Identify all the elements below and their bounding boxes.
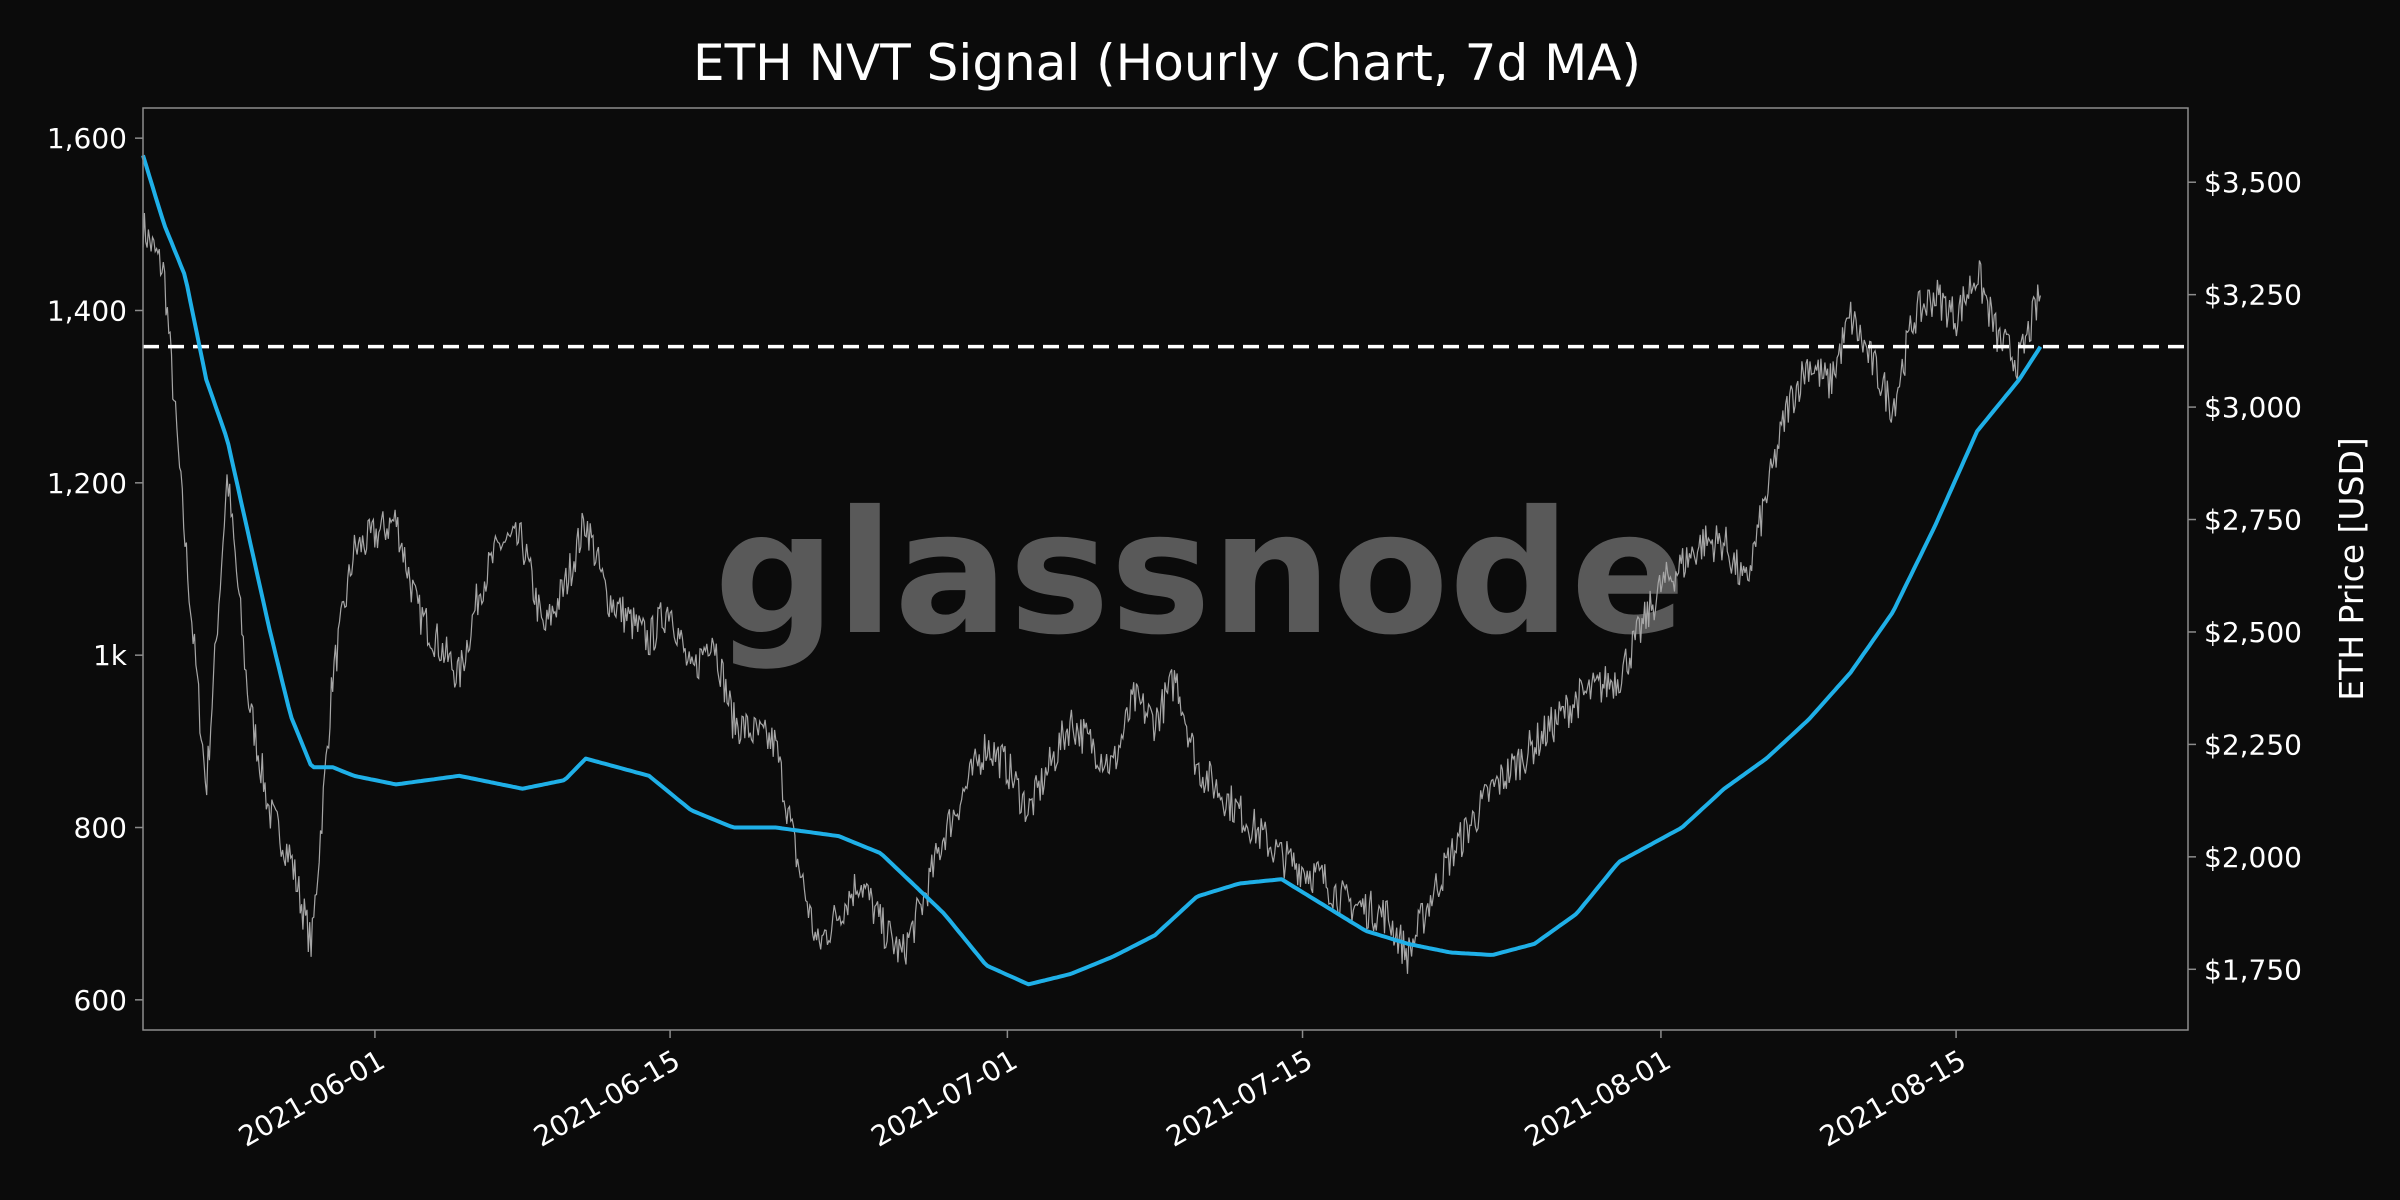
y-right-tick-label: $2,250 [2204, 728, 2302, 761]
y-right-tick-label: $3,000 [2204, 391, 2302, 424]
y-left-tick-label: 600 [74, 984, 127, 1017]
chart-title: ETH NVT Signal (Hourly Chart, 7d MA) [693, 34, 1641, 92]
plot-area: glassnode [141, 154, 2188, 987]
y-left-tick-label: 800 [74, 812, 127, 845]
y-left-tick-label: 1k [93, 639, 128, 672]
y-right-tick-label: $2,500 [2204, 616, 2302, 649]
y-right-tick-label: $2,000 [2204, 841, 2302, 874]
y-left-tick-label: 1,600 [47, 122, 127, 155]
y-right-tick-label: $1,750 [2204, 953, 2302, 986]
plot-frame [142, 107, 2189, 1031]
nvt-signal-series [141, 154, 2043, 987]
y-right-tick-label: $3,250 [2204, 279, 2302, 312]
y-left-axis: 600 800 1k 1,200 1,400 1,600 [47, 122, 143, 1017]
y-right-tick-label: $2,750 [2204, 504, 2302, 537]
y-right-axis: $1,750 $2,000 $2,250 $2,500 $2,750 $3,000 $3,2… [2188, 166, 2302, 986]
y-left-tick-label: 1,400 [47, 294, 127, 327]
eth-price-series [142, 212, 2041, 974]
y-right-axis-label: ETH Price [USD] [2332, 437, 2371, 701]
y-right-tick-label: $3,500 [2204, 166, 2302, 199]
eth-price-line [142, 212, 2041, 974]
y-left-tick-label: 1,200 [47, 467, 127, 500]
watermark: glassnode [714, 475, 1686, 673]
nvt-signal-line [141, 154, 2043, 987]
